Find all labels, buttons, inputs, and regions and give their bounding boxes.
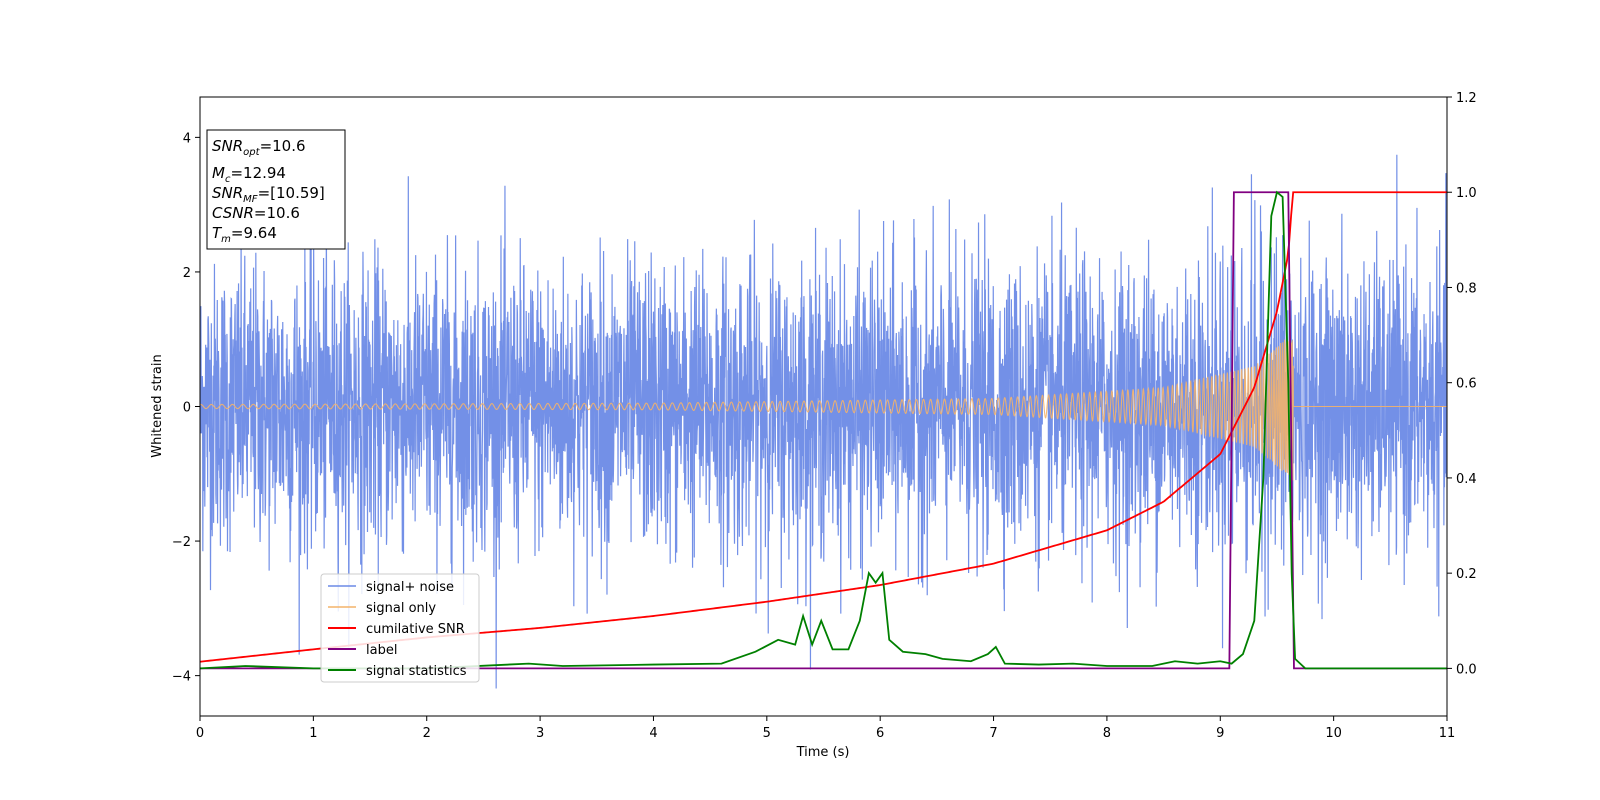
y-left-tick-label: −4 [172, 670, 191, 685]
info-box: SNRopt=10.6 Mc=12.94 SNRMF=[10.59] CSNR=… [206, 129, 346, 250]
y-right-tick-label: 0.2 [1456, 567, 1477, 582]
x-tick-label: 9 [1216, 726, 1224, 741]
y-left-tick-label: 0 [183, 401, 191, 416]
y-right-tick-label: 0.8 [1456, 281, 1477, 296]
series-signal-plus-noise [200, 154, 1447, 689]
y-left-tick-label: 2 [183, 266, 191, 281]
snr-opt-annotation: SNRopt=10.6 [212, 137, 306, 158]
legend-signal-statistics: signal statistics [366, 664, 467, 679]
y-left-axis: −4 −2 0 2 4 [172, 131, 200, 685]
x-axis: 0 1 2 3 4 5 6 7 8 9 10 11 [196, 716, 1455, 741]
y-right-tick-label: 1.2 [1456, 91, 1477, 106]
mc-annotation: Mc=12.94 [212, 164, 286, 185]
legend-signal-plus-noise: signal+ noise [366, 580, 454, 595]
y-left-tick-label: 4 [183, 131, 191, 146]
legend: signal+ noise signal only cumilative SNR la… [320, 573, 480, 683]
tm-annotation: Tm=9.64 [212, 224, 277, 245]
x-tick-label: 0 [196, 726, 204, 741]
y-axis-title: Whitened strain [150, 354, 165, 457]
y-right-tick-label: 0.4 [1456, 472, 1477, 487]
x-tick-label: 10 [1325, 726, 1342, 741]
x-tick-label: 4 [649, 726, 657, 741]
series-signal-only [200, 335, 1447, 481]
x-tick-label: 6 [876, 726, 884, 741]
series-signal-statistics [200, 190, 1447, 670]
y-left-tick-label: −2 [172, 535, 191, 550]
y-right-axis: 0.0 0.2 0.4 0.6 0.8 1.0 1.2 [1447, 91, 1477, 677]
x-tick-label: 8 [1103, 726, 1111, 741]
legend-label: label [366, 643, 397, 658]
x-tick-label: 7 [989, 726, 997, 741]
csnr-annotation: CSNR=10.6 [212, 204, 300, 222]
x-tick-label: 1 [309, 726, 317, 741]
x-tick-label: 2 [423, 726, 431, 741]
x-tick-label: 5 [763, 726, 771, 741]
y-right-tick-label: 0.0 [1456, 662, 1477, 677]
legend-cumilative-snr: cumilative SNR [366, 622, 465, 637]
y-right-tick-label: 1.0 [1456, 186, 1477, 201]
x-axis-title: Time (s) [796, 745, 850, 760]
legend-signal-only: signal only [366, 601, 436, 616]
x-tick-label: 11 [1439, 726, 1456, 741]
x-tick-label: 3 [536, 726, 544, 741]
y-right-tick-label: 0.6 [1456, 377, 1477, 392]
snr-mf-annotation: SNRMF=[10.59] [212, 184, 325, 205]
